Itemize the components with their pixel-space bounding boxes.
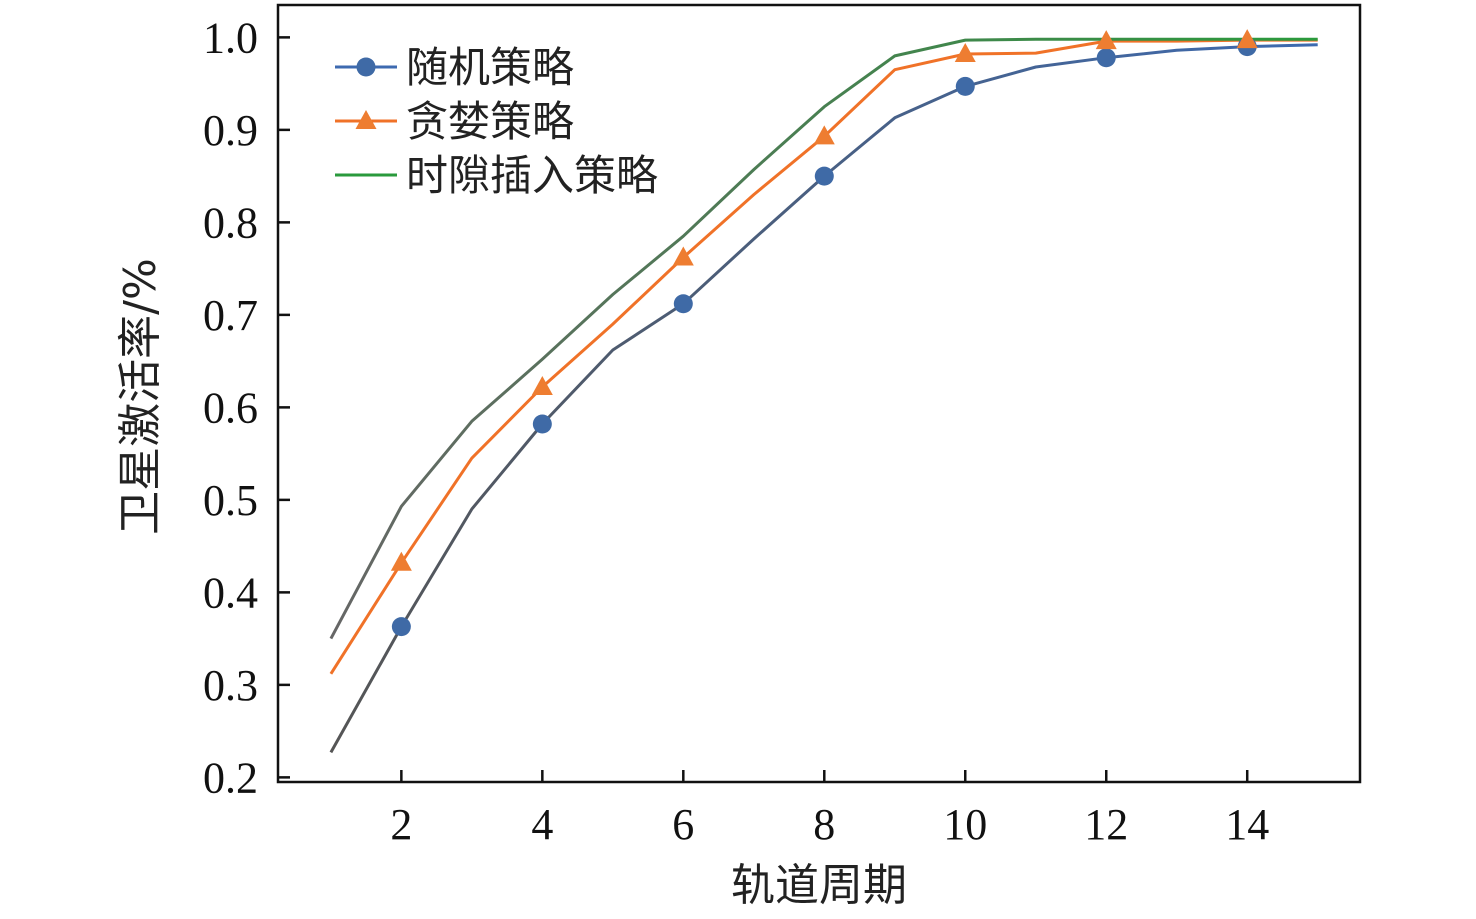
- series-1-point-8: [814, 166, 834, 186]
- y-tick-label: 0.6: [203, 383, 258, 432]
- x-axis: 2 4 6 8 10 12 14: [390, 770, 1269, 849]
- y-tick-label: 0.7: [203, 291, 258, 340]
- series-2-point-8: [813, 125, 835, 145]
- x-tick-label: 4: [531, 800, 553, 849]
- x-tick-label: 10: [943, 800, 987, 849]
- plot-frame: [276, 3, 1362, 784]
- legend-item-随机策略: 随机策略: [335, 43, 574, 92]
- legend-item-贪婪策略: 贪婪策略: [335, 97, 574, 146]
- legend-item-时隙插入策略: 时隙插入策略: [335, 151, 658, 200]
- series-line-3: [329, 37, 1318, 640]
- y-axis: 0.2 0.3 0.4 0.5 0.6 0.7 0.8 0.9 1.0: [203, 13, 290, 802]
- series-1-point-2: [391, 617, 411, 637]
- y-tick-label: 0.9: [203, 106, 258, 155]
- x-tick-label: 2: [390, 800, 412, 849]
- legend-label: 随机策略: [406, 43, 574, 92]
- series-2-point-10: [954, 43, 976, 63]
- series-1-point-4: [532, 414, 552, 434]
- y-tick-label: 0.3: [203, 661, 258, 710]
- x-tick-label: 12: [1084, 800, 1128, 849]
- series-2-point-6: [672, 246, 694, 266]
- x-tick-label: 8: [813, 800, 835, 849]
- series-2-point-2: [390, 551, 412, 571]
- y-tick-label: 0.4: [203, 568, 258, 617]
- series-2-point-14: [1236, 29, 1258, 49]
- series-1-point-12: [1096, 48, 1116, 68]
- series-2-point-4: [531, 376, 553, 396]
- legend-swatch-marker: [356, 57, 376, 77]
- y-axis-title: 卫星激活率/%: [115, 258, 166, 535]
- x-tick-label: 6: [672, 800, 694, 849]
- series-2-point-12: [1095, 30, 1117, 50]
- y-tick-label: 0.2: [203, 753, 258, 802]
- plot-lines: [329, 37, 1318, 754]
- x-tick-label: 14: [1225, 800, 1269, 849]
- legend-label: 贪婪策略: [406, 97, 574, 146]
- y-tick-label: 1.0: [203, 13, 258, 62]
- y-tick-label: 0.8: [203, 198, 258, 247]
- plot-markers: [390, 29, 1258, 637]
- y-tick-label: 0.5: [203, 476, 258, 525]
- series-1-point-6: [673, 294, 693, 314]
- series-1-point-10: [955, 76, 975, 96]
- legend-label: 时隙插入策略: [406, 151, 658, 200]
- x-axis-title: 轨道周期: [731, 860, 907, 911]
- legend-swatch-marker: [355, 110, 377, 129]
